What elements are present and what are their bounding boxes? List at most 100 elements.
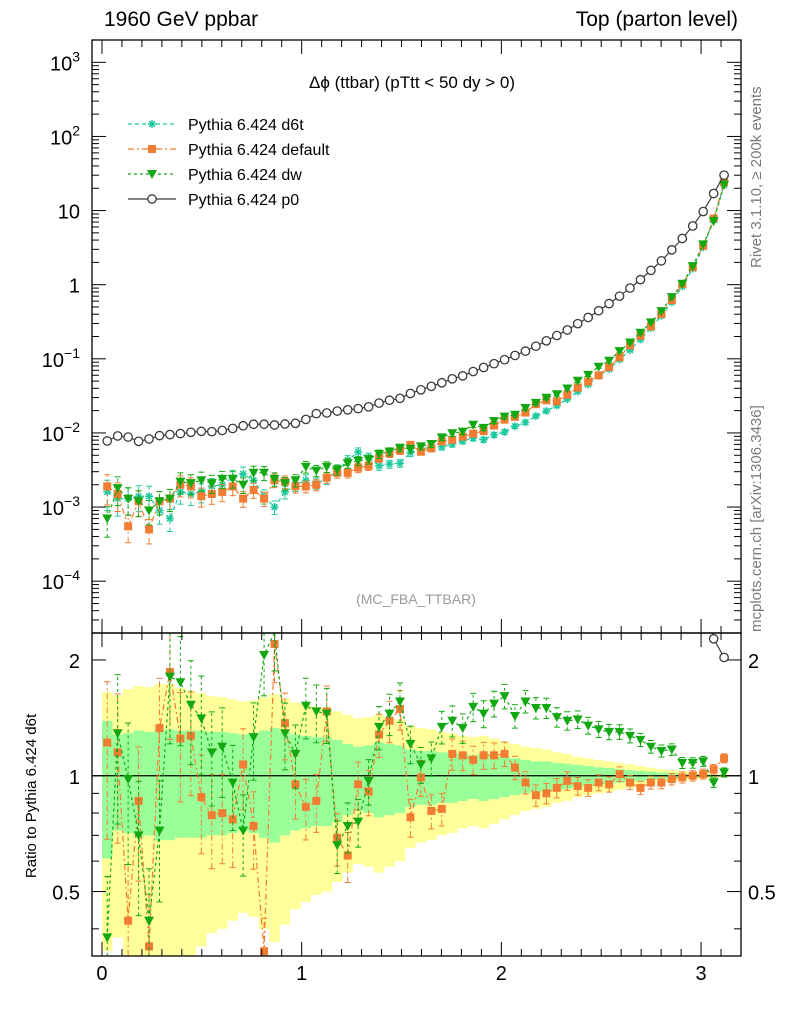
rivet-version-label: Rivet 3.1.10, ≥ 200k events	[748, 86, 765, 268]
main-data-point	[436, 377, 447, 388]
main-data-point	[572, 376, 583, 386]
stat-uncertainty-band	[499, 756, 510, 798]
ratio-data-point	[489, 699, 500, 709]
stat-uncertainty-band	[332, 739, 343, 822]
main-data-point	[144, 434, 154, 444]
ratio-data-point	[112, 729, 123, 739]
ratio-data-point	[185, 700, 196, 710]
ratio-data-point	[478, 709, 489, 719]
uncertainty-bands	[101, 684, 730, 956]
main-data-point	[342, 404, 353, 415]
ratio-data-point	[626, 778, 635, 787]
main-data-point	[248, 419, 259, 430]
ratio-data-point	[102, 933, 113, 943]
main-data-point	[301, 476, 310, 485]
main-data-point	[354, 448, 363, 457]
main-data-point	[584, 377, 593, 386]
ratio-data-point	[291, 780, 300, 789]
ratio-data-point	[531, 791, 540, 800]
plot-title: Δϕ (ttbar) (pTtt < 50 dy > 0)	[309, 73, 515, 92]
main-data-point	[646, 265, 656, 276]
main-data-point	[562, 325, 573, 335]
main-data-point	[405, 388, 416, 399]
main-data-point	[530, 398, 541, 408]
main-data-point	[563, 390, 572, 399]
main-data-point	[677, 279, 688, 289]
main-data-point	[249, 485, 258, 494]
main-y-tick-label: 102	[50, 122, 80, 149]
legend-marker	[147, 170, 157, 179]
mcplots-label: mcplots.cern.ch [arXiv:1306.3436]	[748, 405, 765, 632]
x-tick-label: 0	[96, 963, 107, 985]
ratio-data-point	[290, 749, 301, 759]
ratio-y-tick-label-right: 0.5	[748, 883, 776, 905]
main-data-point	[321, 408, 332, 418]
main-data-point	[458, 436, 467, 445]
stat-uncertainty-band	[342, 743, 353, 816]
ratio-data-point	[605, 780, 614, 789]
main-data-point	[280, 419, 290, 429]
main-data-point	[416, 447, 425, 456]
main-data-point	[719, 180, 730, 190]
ratio-data-point	[374, 722, 385, 732]
main-data-point	[290, 418, 301, 429]
ratio-data-point	[218, 809, 227, 818]
main-data-point	[604, 356, 615, 366]
stat-uncertainty-band	[269, 728, 280, 843]
ratio-data-point	[615, 770, 624, 779]
main-data-point	[218, 487, 227, 496]
stat-uncertainty-band	[248, 733, 259, 833]
ratio-data-point	[604, 727, 615, 737]
ratio-data-point	[458, 751, 467, 760]
main-data-point	[500, 427, 509, 436]
main-data-point	[113, 490, 122, 499]
main-data-point	[521, 418, 530, 427]
main-data-point	[145, 492, 154, 501]
ratio-data-point	[332, 841, 343, 851]
main-data-point	[144, 506, 155, 516]
main-data-point	[552, 401, 561, 410]
main-data-point	[448, 435, 457, 444]
ratio-data-point	[657, 778, 666, 787]
main-data-point	[583, 370, 594, 380]
ratio-data-point	[636, 783, 645, 792]
main-data-point	[551, 330, 562, 341]
ratio-data-point	[123, 775, 134, 785]
ratio-data-point	[375, 730, 384, 739]
ratio-y-tick-label-right: 2	[748, 651, 759, 673]
legend-label: Pythia 6.424 p0	[188, 192, 299, 209]
main-data-point	[405, 444, 416, 454]
ratio-data-point	[145, 942, 154, 951]
main-data-point	[279, 479, 290, 489]
main-data-point	[489, 358, 499, 369]
main-data-point	[645, 318, 656, 328]
ratio-data-point	[133, 831, 144, 841]
stat-uncertainty-band	[196, 730, 207, 838]
main-data-point	[270, 503, 279, 512]
main-data-point	[583, 312, 594, 323]
main-data-point	[165, 429, 175, 440]
ratio-data-point	[448, 749, 457, 758]
main-data-point	[102, 514, 113, 524]
stat-uncertainty-band	[133, 730, 144, 838]
ratio-data-point	[719, 768, 730, 778]
main-data-point	[394, 443, 405, 453]
main-series-line	[106, 174, 725, 442]
main-data-point	[290, 476, 301, 486]
main-data-point	[363, 455, 374, 465]
stat-uncertainty-band	[258, 730, 270, 838]
stat-uncertainty-band	[185, 730, 197, 838]
main-data-point	[248, 468, 259, 478]
stat-uncertainty-band	[279, 731, 291, 836]
main-data-point	[562, 384, 573, 394]
main-data-point	[666, 293, 677, 303]
main-data-point	[552, 397, 561, 406]
ratio-y-tick-label-left: 1	[69, 767, 80, 789]
main-data-point	[103, 487, 112, 496]
main-data-point	[458, 432, 467, 441]
main-data-point	[520, 346, 531, 356]
main-data-point	[489, 416, 500, 426]
main-data-point	[698, 206, 709, 217]
ratio-series-pythia-6-424-dw	[102, 633, 730, 956]
main-panel: 10−4 10−3 10−2 10−1 1 10 102 103 Δϕ (ttbar) (pTt…	[42, 39, 742, 634]
